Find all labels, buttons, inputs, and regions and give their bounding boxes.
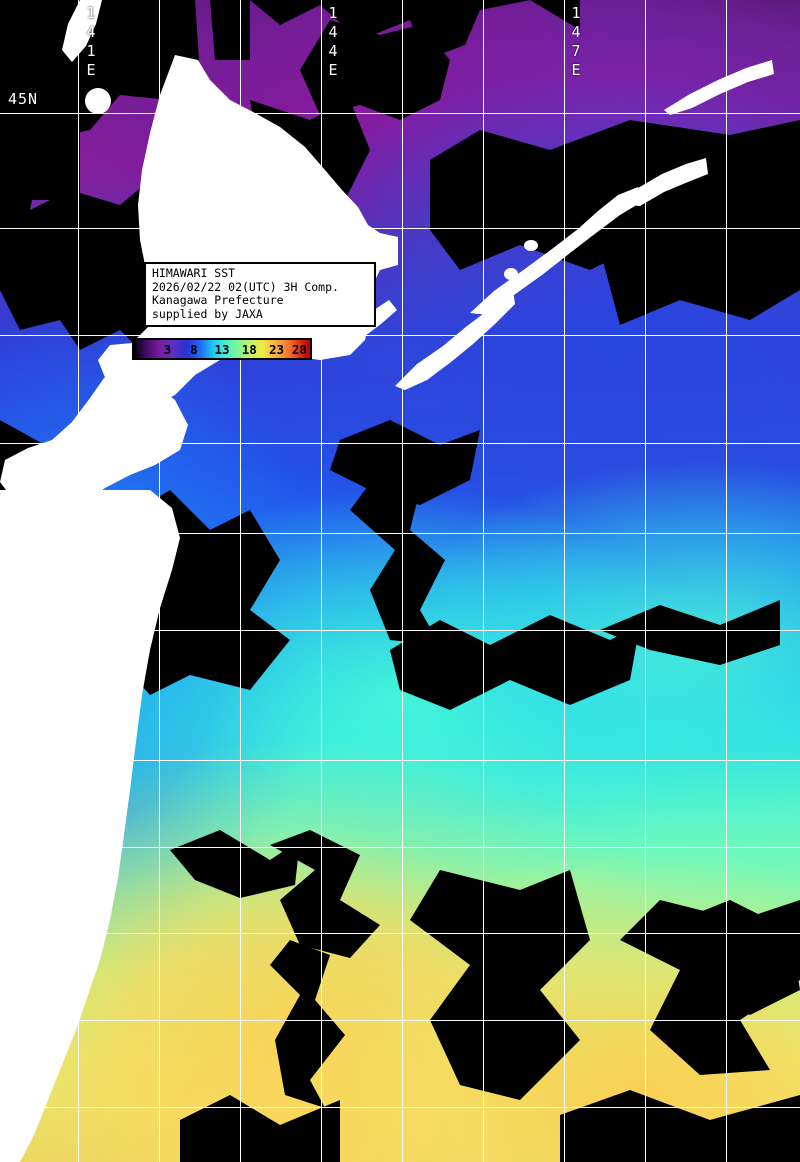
graticule-line-horizontal (0, 335, 800, 336)
graticule-line-vertical (726, 0, 727, 1162)
graticule-line-vertical (483, 0, 484, 1162)
graticule-line-horizontal (0, 933, 800, 934)
graticule-line-horizontal (0, 847, 800, 848)
graticule-line-horizontal (0, 113, 800, 114)
land-small-island (66, 901, 76, 910)
land-small-island (524, 240, 538, 251)
product-region: Kanagawa Prefecture (152, 293, 284, 307)
graticule-line-vertical (402, 0, 403, 1162)
colorbar-tick: 13 (214, 341, 230, 357)
graticule-line-horizontal (0, 443, 800, 444)
graticule-line-horizontal (0, 630, 800, 631)
graticule-line-vertical (645, 0, 646, 1162)
product-datetime: 2026/02/22 02(UTC) 3H Comp. (152, 279, 339, 294)
graticule-line-horizontal (0, 760, 800, 761)
graticule-line-vertical (564, 0, 565, 1162)
product-info-box: HIMAWARI SST 2026/02/22 02(UTC) 3H Comp.… (144, 262, 376, 327)
graticule-line-horizontal (0, 1107, 800, 1108)
graticule-line-horizontal (0, 228, 800, 229)
graticule-line-horizontal (0, 1020, 800, 1021)
colorbar-tick: 23 (269, 341, 285, 357)
product-credit: supplied by JAXA (152, 306, 263, 321)
product-title: HIMAWARI SST (152, 266, 236, 280)
colorbar-tick: 28 (291, 341, 307, 357)
land-small-island (92, 911, 102, 923)
colorbar-tick: 18 (241, 341, 257, 357)
colorbar-gradient (134, 340, 310, 358)
graticule-line-horizontal (0, 533, 800, 534)
colorbar-tick: 3 (163, 341, 172, 357)
land-small-island (504, 268, 518, 280)
land-rishiri-island (85, 88, 111, 114)
graticule-line-vertical (240, 0, 241, 1162)
longitude-label-144e: 144E (324, 4, 342, 80)
colorbar-tick: 8 (190, 341, 198, 357)
graticule-line-vertical (159, 0, 160, 1162)
longitude-label-147e: 147E (567, 4, 585, 80)
colorbar-tick-labels: 3 8 13 18 23 28 (134, 340, 310, 358)
sst-colorbar: 3 8 13 18 23 28 (132, 338, 312, 360)
longitude-label-141e: 141E (82, 4, 100, 80)
graticule-line-vertical (321, 0, 322, 1162)
latitude-label-45n: 45N (8, 90, 39, 108)
graticule-line-vertical (78, 0, 79, 1162)
nodata-mask (300, 20, 450, 120)
